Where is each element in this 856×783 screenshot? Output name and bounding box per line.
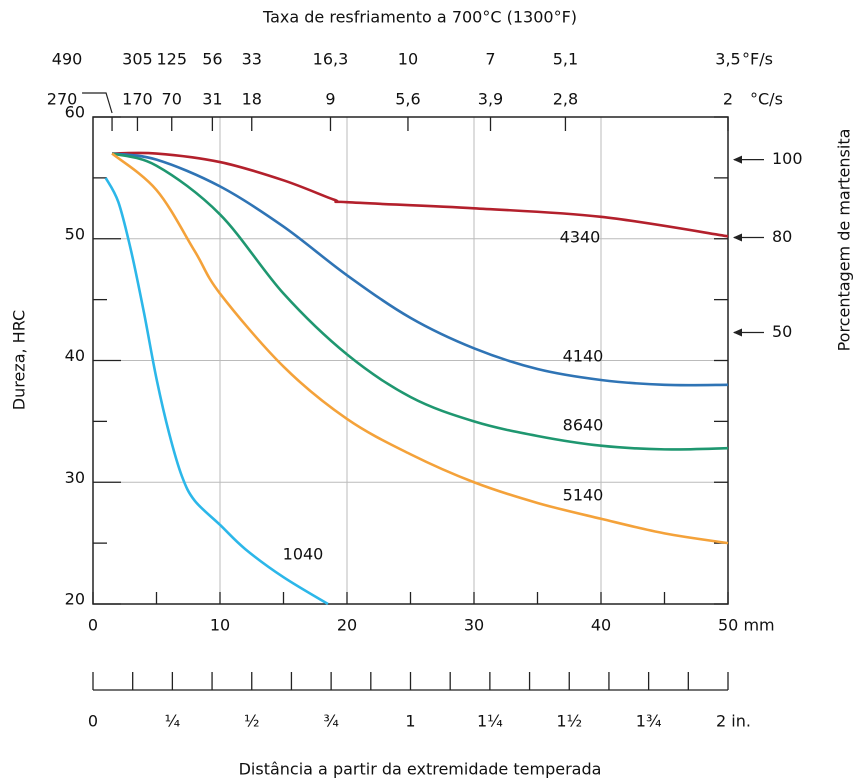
plot-frame bbox=[92, 116, 729, 605]
cs-tick-label: 170 bbox=[122, 90, 153, 109]
fs-tick-label: 5,1 bbox=[553, 50, 578, 69]
cs-tick-label: 9 bbox=[325, 90, 335, 109]
inch-tick-label: 1¾ bbox=[636, 712, 662, 731]
curve bbox=[104, 177, 329, 606]
martensite-arrowhead bbox=[733, 155, 742, 164]
y-tick-label: 20 bbox=[65, 590, 85, 609]
x-tick-label: 0 bbox=[88, 616, 98, 635]
fs-tick-label: 125 bbox=[156, 50, 187, 69]
fs-unit: °F/s bbox=[742, 50, 773, 69]
inch-tick-label: 1½ bbox=[556, 712, 582, 731]
cs-tick-label: 2 bbox=[723, 90, 733, 109]
cs-tick-label: 31 bbox=[202, 90, 222, 109]
cs-tick-label: 5,6 bbox=[395, 90, 420, 109]
inch-tick-label: 1¼ bbox=[477, 712, 503, 731]
fs-tick-label: 16,3 bbox=[313, 50, 349, 69]
y-axis-label: Dureza, HRC bbox=[10, 310, 29, 410]
inch-tick-label: 0 bbox=[88, 712, 98, 731]
x-axis-label: Distância a partir da extremidade temper… bbox=[239, 760, 602, 779]
martensite-label: 50 bbox=[772, 322, 792, 341]
inch-tick-label: 1 bbox=[405, 712, 415, 731]
fs-tick-label: 305 bbox=[122, 50, 153, 69]
curve-label: 4340 bbox=[560, 228, 601, 247]
curve bbox=[111, 152, 729, 451]
cs-arrow bbox=[82, 92, 113, 114]
fs-tick-label: 490 bbox=[52, 50, 83, 69]
fs-tick-label: 33 bbox=[242, 50, 262, 69]
x-tick-label: 50 mm bbox=[718, 616, 775, 635]
y-tick-label: 40 bbox=[65, 346, 85, 365]
fs-tick-label: 56 bbox=[202, 50, 222, 69]
curve-label: 4140 bbox=[563, 347, 604, 366]
chart-title: Taxa de resfriamento a 700°C (1300°F) bbox=[262, 8, 577, 27]
x-tick-label: 40 bbox=[591, 616, 611, 635]
curve-label: 1040 bbox=[283, 545, 324, 564]
inch-tick-label: 2 in. bbox=[716, 712, 751, 731]
curve bbox=[112, 151, 729, 238]
x-tick-label: 20 bbox=[337, 616, 357, 635]
y-tick-label: 50 bbox=[65, 224, 85, 243]
fs-tick-label: 3,5 bbox=[715, 50, 740, 69]
x-tick-label: 10 bbox=[210, 616, 230, 635]
curve-label: 8640 bbox=[563, 416, 604, 435]
cs-unit: °C/s bbox=[750, 90, 783, 109]
martensite-arrowhead bbox=[733, 233, 742, 242]
cs-tick-label: 3,9 bbox=[478, 90, 503, 109]
fs-tick-label: 7 bbox=[485, 50, 495, 69]
martensite-label: 80 bbox=[772, 227, 792, 246]
curve bbox=[111, 152, 729, 387]
y-tick-label: 60 bbox=[65, 103, 85, 122]
curve-label: 5140 bbox=[563, 486, 604, 505]
inch-tick-label: ½ bbox=[244, 712, 260, 731]
x-tick-label: 30 bbox=[464, 616, 484, 635]
martensite-arrowhead bbox=[733, 328, 742, 337]
martensite-label: 100 bbox=[772, 149, 803, 168]
cs-tick-label: 270 bbox=[47, 90, 78, 109]
inch-tick-label: ¾ bbox=[323, 712, 339, 731]
fs-tick-label: 10 bbox=[398, 50, 418, 69]
cs-tick-label: 70 bbox=[162, 90, 182, 109]
curve bbox=[111, 152, 729, 545]
cs-tick-label: 18 bbox=[242, 90, 262, 109]
cs-tick-label: 2,8 bbox=[553, 90, 578, 109]
y2-axis-label: Porcentagem de martensita bbox=[835, 129, 854, 352]
y-tick-label: 30 bbox=[65, 468, 85, 487]
inch-tick-label: ¼ bbox=[165, 712, 181, 731]
